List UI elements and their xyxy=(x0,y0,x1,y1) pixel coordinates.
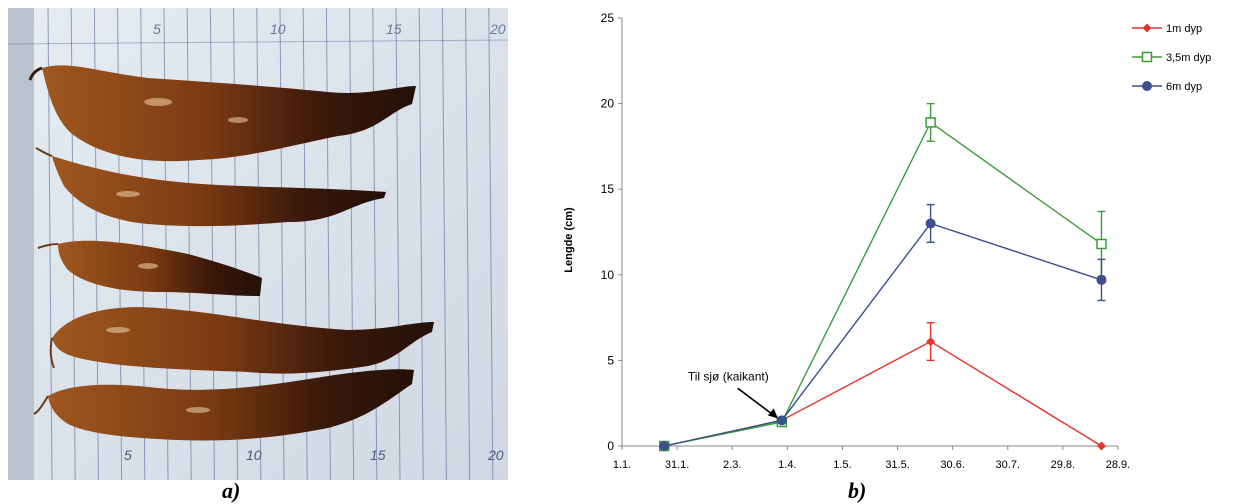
x-tick-label: 31.5. xyxy=(885,459,909,471)
paper-grid-line xyxy=(395,8,401,480)
series-line xyxy=(664,222,1102,447)
y-tick-label: 0 xyxy=(607,439,614,453)
annotation-label: Til sjø (kaikant) xyxy=(688,369,769,383)
paper-grid-line xyxy=(441,8,447,480)
ruler-label-bottom-20: 20 xyxy=(487,447,504,463)
y-tick-label: 25 xyxy=(601,11,615,25)
series-3 xyxy=(659,203,1107,451)
kelp-stipe-5 xyxy=(33,395,49,415)
series-line xyxy=(664,121,1102,447)
paper-grid-line xyxy=(465,8,471,480)
legend-label: 3,5m dyp xyxy=(1166,52,1211,64)
paper-grid-line xyxy=(488,8,494,480)
data-point xyxy=(1096,441,1106,451)
series-layer xyxy=(659,102,1107,452)
y-tick-label: 10 xyxy=(601,268,615,282)
x-tick-label: 28.9. xyxy=(1106,459,1130,471)
x-tick-label: 2.3. xyxy=(723,459,741,471)
left-clip-strip xyxy=(8,8,34,480)
kelp-stipe-2 xyxy=(35,147,53,157)
kelp-stipe-1 xyxy=(28,66,43,81)
kelp-stipe-4 xyxy=(49,337,55,369)
kelp-photo: 5 10 15 20 5 10 15 20 xyxy=(8,8,508,480)
legend-item-1: 1m dyp xyxy=(1132,23,1202,35)
data-point xyxy=(659,441,670,451)
data-point xyxy=(925,218,936,229)
legend-swatch-marker xyxy=(1142,23,1152,33)
kelp-frond-3 xyxy=(58,240,262,296)
ruler-label-top-5: 5 xyxy=(153,21,161,37)
glare-highlights xyxy=(106,98,248,413)
legend-label: 1m dyp xyxy=(1166,23,1202,35)
annotation-layer: Til sjø (kaikant) xyxy=(688,369,778,419)
data-point xyxy=(925,117,936,128)
data-point xyxy=(776,415,787,426)
annotation-arrowhead xyxy=(767,408,778,419)
y-axis: 0 5 10 15 20 25 xyxy=(601,11,623,453)
legend: 1m dyp 3,5m dyp 6m dyp xyxy=(1132,23,1211,93)
series-2 xyxy=(659,102,1107,452)
legend-label: 6m dyp xyxy=(1166,81,1202,93)
x-tick-label: 30.7. xyxy=(996,459,1020,471)
ruler-label-top-20: 20 xyxy=(489,21,506,37)
kelp-frond-5 xyxy=(48,369,414,441)
kelp-stipe-3 xyxy=(37,243,59,249)
kelp-frond-2 xyxy=(52,156,386,227)
series-1 xyxy=(659,322,1106,451)
y-axis-label: Lengde (cm) xyxy=(563,207,575,273)
legend-swatch-marker xyxy=(1141,51,1153,63)
length-chart: 0 5 10 15 20 25 1.1. 31.1. 2.3. 1.4. 1.5. 31.5. 30.… xyxy=(563,11,1211,471)
kelp-frond-1 xyxy=(42,65,416,162)
y-tick-label: 15 xyxy=(601,182,615,196)
ruler-label-top-10: 10 xyxy=(270,21,286,37)
ruler-label-bottom-10: 10 xyxy=(246,447,262,463)
y-tick-label: 5 xyxy=(607,353,614,367)
ruler-label-bottom-15: 15 xyxy=(370,447,386,463)
legend-item-2: 3,5m dyp xyxy=(1132,51,1211,64)
x-tick-label: 31.1. xyxy=(665,459,689,471)
data-point xyxy=(1096,238,1107,250)
x-tick-label: 1.4. xyxy=(778,459,796,471)
paper-grid-line xyxy=(8,39,508,45)
x-axis: 1.1. 31.1. 2.3. 1.4. 1.5. 31.5. 30.6. 30.7. 29.8… xyxy=(613,445,1130,471)
legend-item-3: 6m dyp xyxy=(1132,81,1202,93)
series-line xyxy=(664,340,1102,447)
legend-swatch-marker xyxy=(1142,81,1152,91)
panel-label-b: b) xyxy=(848,478,867,503)
ruler-label-bottom-5: 5 xyxy=(124,447,132,463)
paper-grid-line xyxy=(418,8,424,480)
x-tick-label: 30.6. xyxy=(940,459,964,471)
x-tick-label: 1.1. xyxy=(613,459,631,471)
x-tick-label: 1.5. xyxy=(833,459,851,471)
y-tick-label: 20 xyxy=(601,97,615,111)
data-point xyxy=(1096,274,1107,285)
x-tick-label: 29.8. xyxy=(1051,459,1075,471)
panel-label-a: a) xyxy=(222,478,241,503)
data-point xyxy=(926,337,936,347)
ruler-labels-top: 5 10 15 20 xyxy=(153,21,506,37)
annotation-arrow xyxy=(737,387,775,416)
ruler-label-top-15: 15 xyxy=(386,21,402,37)
kelp-frond-4 xyxy=(52,307,434,374)
ruler-labels-bottom: 5 10 15 20 xyxy=(124,447,504,463)
